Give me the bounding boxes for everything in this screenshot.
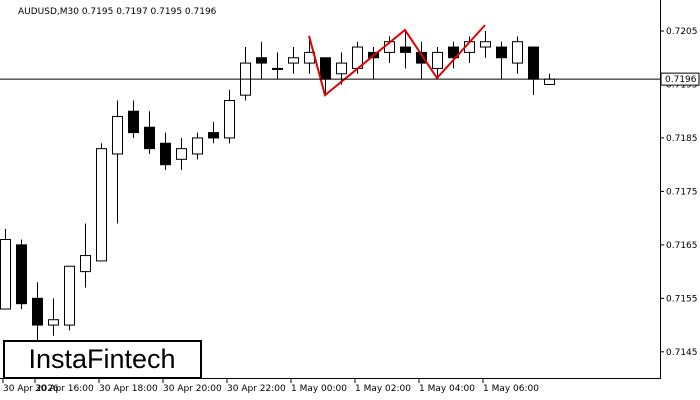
y-tick-label: 0.7205 [666, 27, 698, 37]
candle-body [224, 100, 235, 139]
last-price-label: 0.7196 [665, 75, 697, 85]
candle-body [416, 51, 427, 64]
y-tick-label: 0.7165 [666, 241, 698, 251]
x-tick-label: 30 Apr 2026 [3, 384, 59, 394]
x-tick-label: 30 Apr 18:00 [99, 384, 158, 394]
candle-body [400, 46, 411, 53]
candle-body [128, 110, 139, 134]
candle-body [512, 41, 523, 64]
candle-body [496, 46, 507, 59]
candle-body [528, 46, 539, 80]
watermark: InstaFintech [28, 344, 175, 374]
candle-body [0, 239, 11, 310]
y-tick-label: 0.7145 [666, 348, 698, 358]
last-price-box [660, 72, 700, 86]
x-tick-label: 30 Apr 20:00 [163, 384, 222, 394]
candle-body [96, 148, 107, 262]
candle-body [160, 142, 171, 166]
candle-body [32, 297, 43, 326]
x-tick-label: 30 Apr 22:00 [227, 384, 286, 394]
pattern-line [308, 24, 486, 97]
candle-body [192, 137, 203, 155]
x-tick-label: 30 Apr 16:00 [35, 384, 94, 394]
candle-body [272, 67, 283, 70]
candle-body [64, 265, 75, 326]
candle-body [208, 132, 219, 139]
candle-body [544, 78, 555, 85]
x-tick-label: 1 May 00:00 [291, 384, 347, 394]
candle-body [256, 57, 267, 64]
candle-body [176, 148, 187, 160]
candle-body [432, 51, 443, 69]
candle-body [336, 62, 347, 75]
candle-body [48, 319, 59, 326]
candle-body [80, 255, 91, 273]
candle-body [16, 244, 27, 305]
candle-body [288, 57, 299, 64]
marks: 0.72050.71950.71850.71750.71650.71550.71… [0, 24, 700, 394]
candle-body [112, 116, 123, 155]
watermark-box [3, 340, 202, 379]
candle-body [480, 41, 491, 48]
candle-body [144, 126, 155, 150]
candle-body [320, 57, 331, 80]
x-tick-label: 1 May 06:00 [483, 384, 539, 394]
candle-body [448, 46, 459, 59]
y-tick-label: 0.7155 [666, 294, 698, 304]
y-tick-label: 0.7185 [666, 134, 698, 144]
y-tick-label: 0.7175 [666, 187, 698, 197]
chart-title: AUDUSD,M30 0.7195 0.7197 0.7195 0.7196 [18, 7, 217, 17]
x-tick-label: 1 May 04:00 [419, 384, 475, 394]
x-tick-label: 1 May 02:00 [355, 384, 411, 394]
